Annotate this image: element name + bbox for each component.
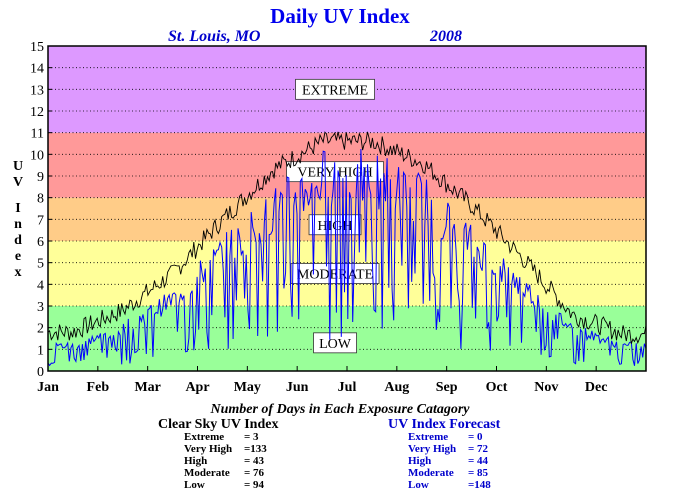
month-tick-label: Nov [534, 380, 558, 395]
category-label: MODERATE [297, 268, 373, 283]
y-tick-label: 10 [30, 148, 44, 163]
chart-title: Daily UV Index [270, 4, 410, 28]
count-label: Very High [408, 443, 456, 455]
y-tick-label: 9 [37, 170, 44, 185]
forecast-counts: Extreme = 0 Very High = 72 High = 44 Moderate =… [408, 431, 491, 491]
count-label: Very High [184, 443, 232, 455]
y-tick-label: 14 [30, 62, 44, 77]
count-label: Extreme [408, 431, 448, 443]
count-label: Moderate [408, 467, 454, 479]
count-label: Extreme [184, 431, 224, 443]
category-box [295, 78, 375, 100]
uv-forecast-series-line [47, 148, 647, 367]
category-label: EXTREME [302, 83, 368, 98]
category-box [313, 332, 357, 354]
count-value: = 44 [468, 455, 489, 467]
y-axis-label-letter: d [14, 233, 22, 248]
y-tick-label: 0 [37, 365, 44, 380]
count-label: High [184, 455, 207, 467]
category-label: LOW [319, 337, 352, 352]
count-value: = 76 [244, 467, 265, 479]
month-tick-labels: Jan Feb Mar Apr May Jun Jul Aug Sep Oct Nov Dec [37, 366, 607, 395]
clear-sky-series-line [47, 131, 647, 345]
y-tick-label: 6 [37, 235, 44, 250]
forecast-heading: UV Index Forecast [388, 417, 501, 432]
clear-sky-counts: Extreme = 3 Very High =133 High = 43 Moderate =… [184, 431, 267, 491]
y-tick-label: 2 [37, 322, 44, 337]
y-tick-label: 12 [30, 105, 44, 120]
y-axis-label-letter: V [13, 175, 23, 190]
y-axis-label-letter: I [15, 201, 20, 216]
count-value: = 85 [468, 467, 489, 479]
month-tick-label: Jun [286, 380, 309, 395]
y-tick-label: 11 [31, 127, 44, 142]
y-tick-label: 5 [37, 257, 44, 272]
month-tick-label: Jan [37, 380, 59, 395]
y-tick-label: 7 [37, 213, 44, 228]
count-value: = 72 [468, 443, 489, 455]
count-label: High [408, 455, 431, 467]
count-value: = 0 [468, 431, 483, 443]
y-tick-label: 3 [37, 300, 44, 315]
count-value: =148 [468, 479, 491, 491]
month-tick-label: Aug [384, 380, 409, 395]
y-tick-label: 8 [37, 192, 44, 207]
count-value: = 43 [244, 455, 265, 467]
y-axis-label-letter: n [14, 217, 22, 232]
count-value: = 3 [244, 431, 259, 443]
count-value: =133 [244, 443, 267, 455]
y-axis-label-letter: x [15, 265, 22, 280]
month-tick-label: Feb [87, 380, 110, 395]
month-tick-label: Jul [338, 380, 357, 395]
count-label: Low [184, 479, 205, 491]
month-tick-label: Mar [134, 380, 160, 395]
count-value: = 94 [244, 479, 265, 491]
y-axis-label-letter: U [13, 159, 23, 174]
month-tick-label: May [234, 380, 261, 395]
count-label: Low [408, 479, 429, 491]
y-axis-label-letter: e [15, 249, 21, 264]
month-tick-label: Apr [185, 380, 209, 395]
year-subtitle: 2008 [429, 28, 462, 45]
location-subtitle: St. Louis, MO [168, 28, 261, 45]
clear-sky-heading: Clear Sky UV Index [158, 417, 278, 432]
y-tick-label: 4 [37, 278, 44, 293]
month-tick-label: Dec [585, 380, 608, 395]
y-tick-label: 1 [37, 343, 44, 358]
month-tick-label: Oct [486, 380, 508, 395]
summary-title: Number of Days in Each Exposure Catagory [209, 402, 470, 417]
y-tick-label: 15 [30, 40, 44, 55]
count-label: Moderate [184, 467, 230, 479]
month-tick-label: Sep [436, 380, 458, 395]
y-tick-label: 13 [30, 83, 44, 98]
